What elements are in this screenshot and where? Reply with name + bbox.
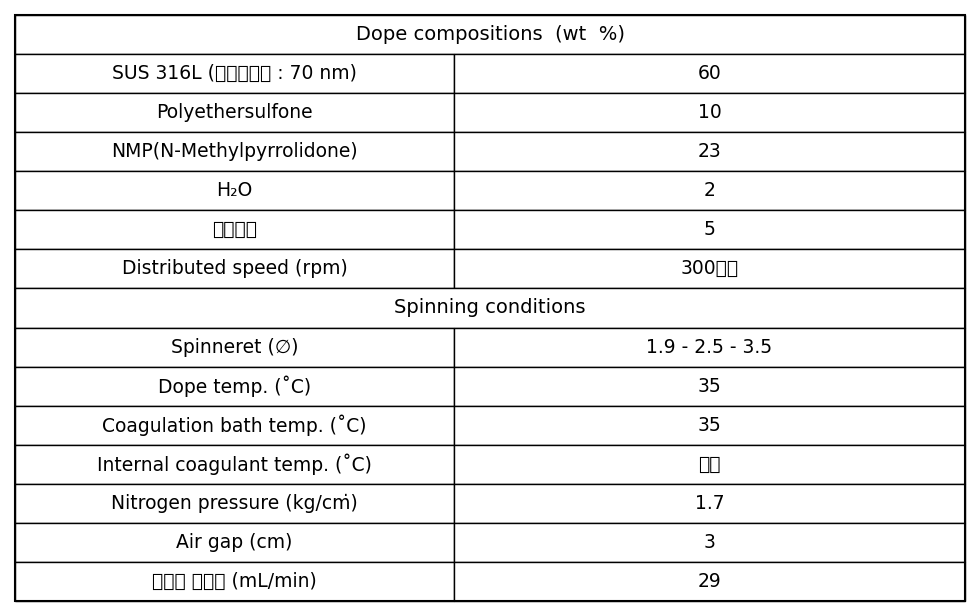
Text: 23: 23 xyxy=(698,142,721,161)
Text: Coagulation bath temp. (˚C): Coagulation bath temp. (˚C) xyxy=(102,415,367,436)
Text: Air gap (cm): Air gap (cm) xyxy=(176,533,293,552)
Text: Polyethersulfone: Polyethersulfone xyxy=(156,103,313,122)
Bar xyxy=(15,132,454,171)
Text: 10: 10 xyxy=(698,103,721,122)
Bar xyxy=(454,562,965,601)
Bar xyxy=(15,93,454,132)
Text: 3: 3 xyxy=(704,533,715,552)
Text: Internal coagulant temp. (˚C): Internal coagulant temp. (˚C) xyxy=(97,453,371,475)
Bar xyxy=(454,328,965,367)
Bar xyxy=(454,445,965,484)
Text: 35: 35 xyxy=(698,376,721,395)
Text: Dope compositions  (wt  %): Dope compositions (wt %) xyxy=(356,25,624,44)
Bar xyxy=(15,171,454,210)
Bar xyxy=(454,367,965,406)
Text: 알루미나: 알루미나 xyxy=(212,221,257,240)
Bar xyxy=(15,328,454,367)
Bar xyxy=(454,523,965,562)
Text: SUS 316L (입자사이즈 : 70 nm): SUS 316L (입자사이즈 : 70 nm) xyxy=(112,64,357,83)
Bar xyxy=(454,54,965,93)
Text: 300이상: 300이상 xyxy=(680,259,739,278)
Text: Nitrogen pressure (kg/cṁ): Nitrogen pressure (kg/cṁ) xyxy=(111,494,358,513)
Bar xyxy=(15,54,454,93)
Text: NMP(N-Methylpyrrolidone): NMP(N-Methylpyrrolidone) xyxy=(111,142,358,161)
Text: 60: 60 xyxy=(698,64,721,83)
Bar xyxy=(454,210,965,249)
Bar xyxy=(15,288,965,328)
Bar xyxy=(15,484,454,523)
Bar xyxy=(15,249,454,288)
Bar xyxy=(15,523,454,562)
Text: 1.9 - 2.5 - 3.5: 1.9 - 2.5 - 3.5 xyxy=(647,338,772,357)
Bar xyxy=(15,445,454,484)
Text: 상온: 상온 xyxy=(698,455,720,474)
Bar xyxy=(15,562,454,601)
Text: Dope temp. (˚C): Dope temp. (˚C) xyxy=(158,375,311,397)
Text: H₂O: H₂O xyxy=(217,181,253,200)
Bar xyxy=(454,171,965,210)
Text: Spinning conditions: Spinning conditions xyxy=(394,299,586,317)
Bar xyxy=(454,484,965,523)
Bar xyxy=(454,132,965,171)
Bar xyxy=(15,15,965,54)
Bar xyxy=(454,406,965,445)
Text: 2: 2 xyxy=(704,181,715,200)
Text: Spinneret (∅): Spinneret (∅) xyxy=(171,338,298,357)
Bar xyxy=(15,210,454,249)
Text: Distributed speed (rpm): Distributed speed (rpm) xyxy=(122,259,347,278)
Text: 5: 5 xyxy=(704,221,715,240)
Text: 1.7: 1.7 xyxy=(695,494,724,513)
Bar xyxy=(15,367,454,406)
Text: 응고역 주입량 (mL/min): 응고역 주입량 (mL/min) xyxy=(152,572,317,591)
Bar xyxy=(15,406,454,445)
Bar xyxy=(454,249,965,288)
Text: 35: 35 xyxy=(698,416,721,435)
Bar xyxy=(454,93,965,132)
Text: 29: 29 xyxy=(698,572,721,591)
